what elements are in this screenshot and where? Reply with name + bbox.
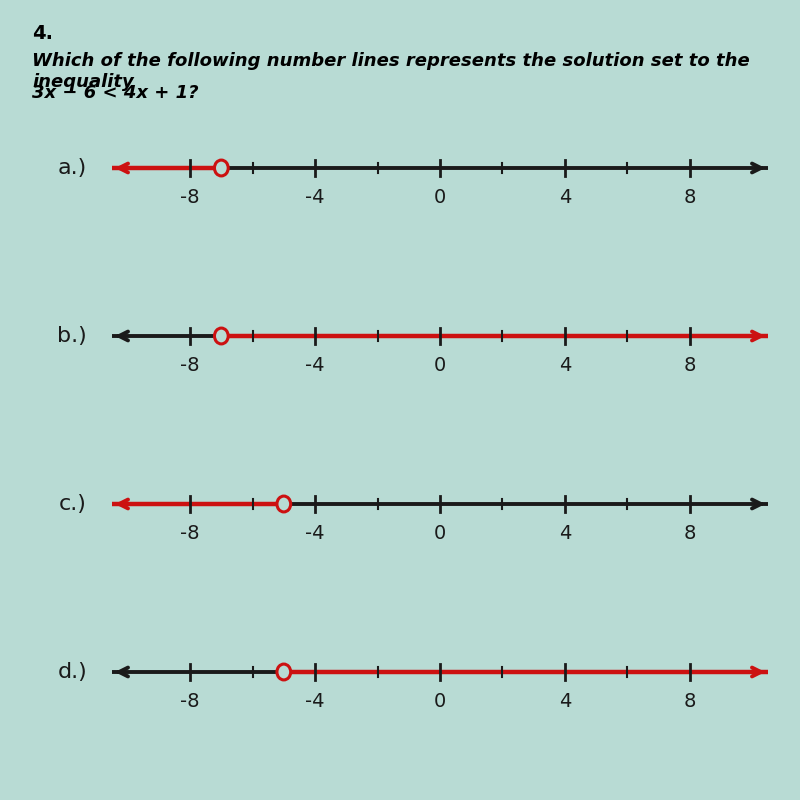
Text: 8: 8 xyxy=(684,356,696,375)
Text: 3x − 6 < 4x + 1?: 3x − 6 < 4x + 1? xyxy=(32,84,198,102)
Text: 4: 4 xyxy=(558,692,571,710)
FancyArrowPatch shape xyxy=(752,499,761,509)
Circle shape xyxy=(277,496,290,512)
Text: -4: -4 xyxy=(306,188,325,206)
Text: 4: 4 xyxy=(558,356,571,375)
Text: 0: 0 xyxy=(434,692,446,710)
Text: d.): d.) xyxy=(58,662,87,682)
Text: -8: -8 xyxy=(180,188,200,206)
Text: -8: -8 xyxy=(180,524,200,542)
Text: -4: -4 xyxy=(306,692,325,710)
Text: 0: 0 xyxy=(434,356,446,375)
FancyArrowPatch shape xyxy=(119,163,128,173)
Text: 8: 8 xyxy=(684,524,696,542)
Text: 4: 4 xyxy=(558,188,571,206)
Text: -4: -4 xyxy=(306,356,325,375)
Text: 0: 0 xyxy=(434,188,446,206)
Text: -8: -8 xyxy=(180,356,200,375)
Text: 4: 4 xyxy=(558,524,571,542)
Text: 4.: 4. xyxy=(32,24,53,43)
Text: 8: 8 xyxy=(684,188,696,206)
FancyArrowPatch shape xyxy=(752,667,761,677)
Text: 0: 0 xyxy=(434,524,446,542)
FancyArrowPatch shape xyxy=(119,667,128,677)
FancyArrowPatch shape xyxy=(752,163,761,173)
Circle shape xyxy=(277,664,290,680)
Text: 8: 8 xyxy=(684,692,696,710)
FancyArrowPatch shape xyxy=(752,331,761,341)
Text: b.): b.) xyxy=(58,326,87,346)
Text: Which of the following number lines represents the solution set to the inequalit: Which of the following number lines repr… xyxy=(32,52,750,90)
Circle shape xyxy=(214,328,228,344)
Text: -8: -8 xyxy=(180,692,200,710)
FancyArrowPatch shape xyxy=(119,331,128,341)
FancyArrowPatch shape xyxy=(119,499,128,509)
Text: c.): c.) xyxy=(59,494,87,514)
Circle shape xyxy=(214,160,228,176)
Text: a.): a.) xyxy=(58,158,87,178)
Text: -4: -4 xyxy=(306,524,325,542)
